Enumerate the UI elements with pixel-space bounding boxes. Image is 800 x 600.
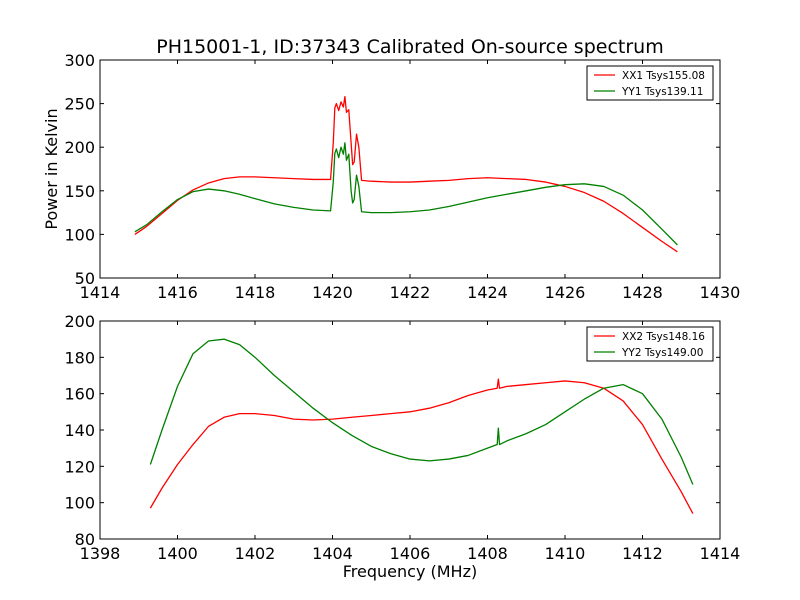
x-tick-label: 1400	[157, 544, 198, 563]
legend-label-1: XX2 Tsys148.16	[622, 331, 705, 343]
x-tick-label: 1398	[80, 544, 121, 563]
y-tick-label: 250	[64, 95, 95, 114]
y-tick-label: 160	[64, 385, 95, 404]
x-tick-label: 1428	[622, 283, 663, 302]
y-tick-label: 200	[64, 312, 95, 331]
legend: XX2 Tsys148.16 YY2 Tsys149.00	[586, 326, 714, 362]
y-axis-label: Power in Kelvin	[42, 108, 61, 229]
series-line-1	[149, 378, 694, 514]
x-tick-label: 1420	[312, 283, 353, 302]
series-line-2	[149, 338, 694, 485]
legend-box	[586, 326, 714, 362]
x-tick-label: 1410	[545, 544, 586, 563]
legend-label-2: YY2 Tsys149.00	[621, 347, 703, 359]
series-line-2	[134, 142, 678, 246]
y-tick-label: 80	[75, 530, 95, 549]
y-tick-label: 180	[64, 348, 95, 367]
y-tick-label: 50	[75, 269, 95, 288]
chart-panel-2: 1398 1400 1402 1404 1406 1408 1410 1412 1414 80 10…	[64, 312, 740, 581]
x-tick-label: 1406	[390, 544, 431, 563]
plot-area: 1414 1416 1418 1420 1422 1424 1426 1428 1430 50 10…	[42, 51, 740, 581]
legend-box	[586, 65, 714, 101]
x-tick-label: 1412	[622, 544, 663, 563]
series-line-1	[134, 95, 678, 253]
x-tick-label: 1404	[312, 544, 353, 563]
x-tick-label: 1424	[467, 283, 508, 302]
x-tick-label: 1408	[467, 544, 508, 563]
legend-label-2: YY1 Tsys139.11	[621, 86, 703, 98]
x-tick-label: 1414	[700, 544, 741, 563]
x-tick-label: 1426	[545, 283, 586, 302]
y-tick-label: 140	[64, 421, 95, 440]
y-tick-label: 100	[64, 494, 95, 513]
y-tick-label: 150	[64, 182, 95, 201]
y-tick-label: 120	[64, 457, 95, 476]
x-tick-label: 1430	[700, 283, 741, 302]
x-tick-label: 1418	[235, 283, 276, 302]
x-tick-label: 1414	[80, 283, 121, 302]
y-tick-label: 300	[64, 51, 95, 70]
x-tick-label: 1402	[235, 544, 276, 563]
y-tick-label: 100	[64, 225, 95, 244]
legend: XX1 Tsys155.08 YY1 Tsys139.11	[586, 65, 714, 101]
x-tick-label: 1416	[157, 283, 198, 302]
figure-title: PH15001-1, ID:37343 Calibrated On-source…	[156, 36, 663, 58]
x-tick-label: 1422	[390, 283, 431, 302]
x-axis-label: Frequency (MHz)	[343, 562, 477, 581]
y-tick-label: 200	[64, 138, 95, 157]
legend-label-1: XX1 Tsys155.08	[622, 70, 705, 82]
chart-panel-1: 1414 1416 1418 1420 1422 1424 1426 1428 1430 50 10…	[42, 51, 740, 302]
